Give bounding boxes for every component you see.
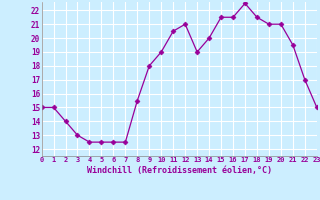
X-axis label: Windchill (Refroidissement éolien,°C): Windchill (Refroidissement éolien,°C) <box>87 166 272 175</box>
